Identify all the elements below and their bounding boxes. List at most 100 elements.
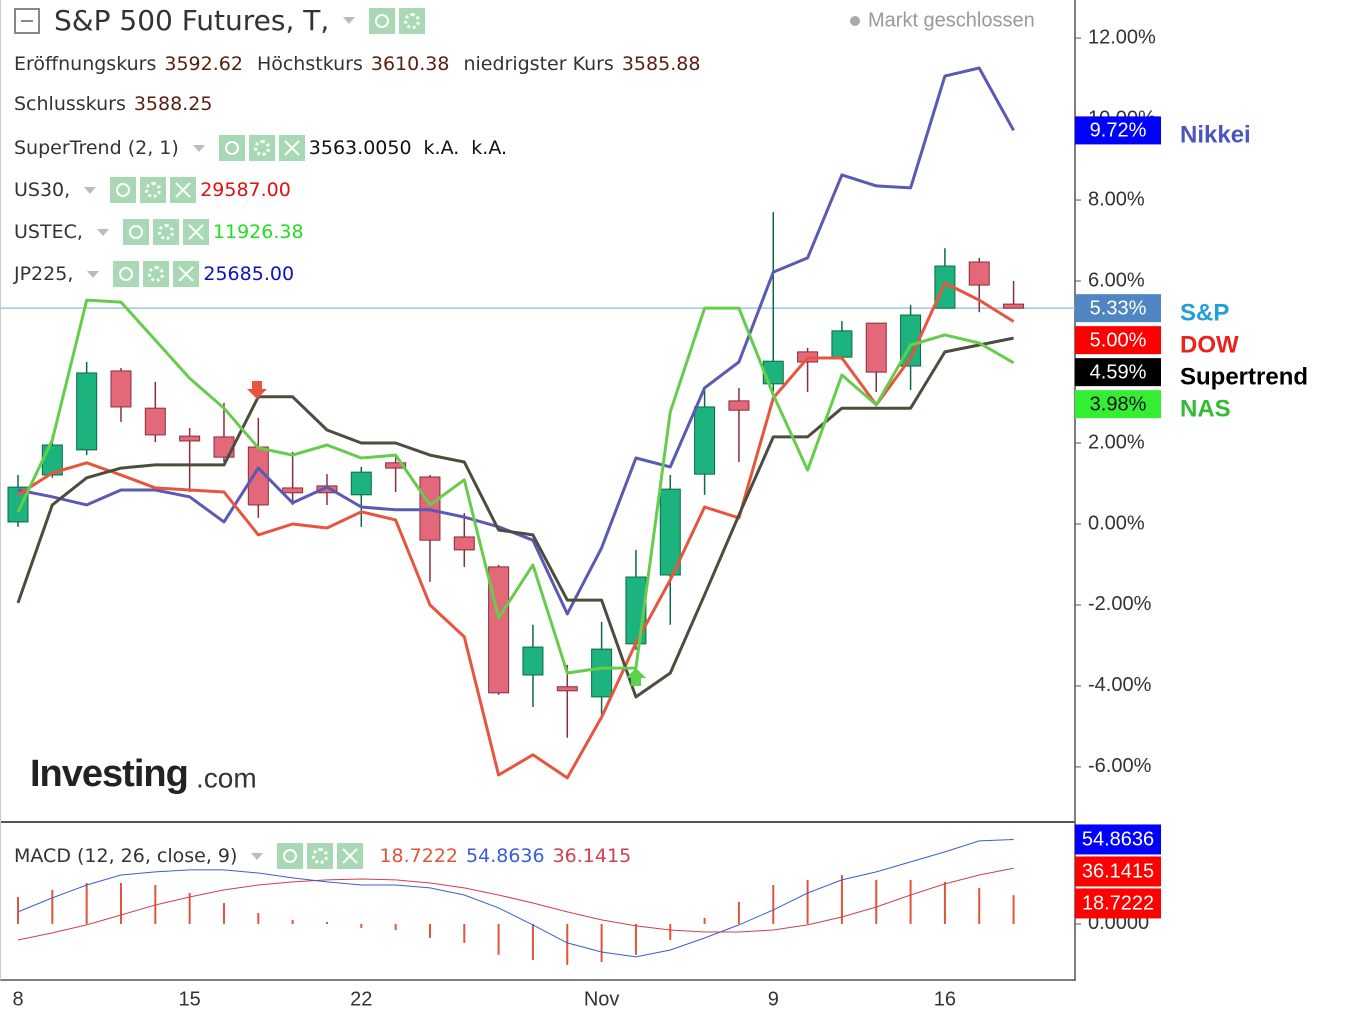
dropdown-caret[interactable] [251,852,264,860]
series-line [16,298,1015,675]
histogram-bar [325,921,328,924]
candle-body [659,488,681,576]
candle-body [282,487,304,494]
indicator-row: SuperTrend (2, 1) 3563.0050 k.A. k.A. [14,135,519,161]
macd-signal-value: 36.1415 [552,845,632,867]
gear-icon[interactable] [140,177,167,203]
close-icon[interactable] [182,219,209,245]
ohlc-row: Eröffnungskurs 3592.62 Höchstkurs 3610.38 … [14,53,708,75]
candle-body [385,462,407,469]
indicator-value: 3563.0050 [308,137,412,159]
dropdown-caret[interactable] [192,144,205,152]
price-badge [1075,358,1161,387]
collapse-toggle[interactable] [14,7,40,34]
dropdown-caret[interactable] [84,186,97,194]
gear-icon[interactable] [152,219,179,245]
histogram-bar [875,879,878,924]
x-tick-label: Nov [584,988,620,1010]
logo-suffix: .com [196,762,257,793]
y-tick-label: 2.00% [1088,431,1145,453]
indicator-name: USTEC, [14,221,83,243]
histogram-bar [772,884,775,924]
ohlc-row: Schlusskurs 3588.25 [14,93,220,115]
histogram-bar [840,874,843,924]
price-badge [1075,294,1161,323]
close-icon[interactable] [173,261,200,287]
price-badge-label: 36.1415 [1082,861,1154,883]
gear-icon[interactable] [399,7,426,34]
histogram-bar [394,923,397,930]
eye-icon[interactable] [122,219,149,245]
candle-body [556,686,578,692]
main-plot [0,66,1075,780]
candle-body [728,400,750,411]
histogram-bar [669,923,672,940]
indicator-value: 29587.00 [200,179,291,201]
price-badge-label: 54.8636 [1082,829,1154,851]
series-label: Nikkei [1180,122,1251,149]
histogram-bar [703,917,706,924]
gear-icon[interactable] [143,261,170,287]
indicator-name: US30, [14,179,71,201]
ohlc-value: 3585.88 [621,53,701,75]
close-icon[interactable] [337,843,364,869]
eye-icon[interactable] [113,261,140,287]
series-label: S&P [1180,299,1229,326]
logo-brand: Investing [30,753,188,795]
y-tick-label: 12.00% [1088,26,1156,48]
y-tick-label: -2.00% [1088,593,1152,615]
eye-icon[interactable] [369,7,396,34]
histogram-bar [943,881,946,924]
histogram-bar [188,892,191,924]
gear-icon[interactable] [248,135,275,161]
status-dot [850,16,860,26]
macd-plot [17,839,1015,965]
price-badge [1075,390,1161,419]
close-icon[interactable] [278,135,305,161]
histogram-bar [566,923,569,965]
indicator-value: k.A. [423,137,460,159]
ohlc-label: Schlusskurs [14,93,126,115]
series-label: NAS [1180,395,1231,422]
gear-icon[interactable] [307,843,334,869]
eye-icon[interactable] [110,177,137,203]
dropdown-caret[interactable] [87,270,100,278]
histogram-bar [85,882,88,924]
indicator-name: SuperTrend (2, 1) [14,137,179,159]
indicator-value: 25685.00 [203,263,295,285]
signal-line [17,867,1014,941]
candle-body [694,406,716,475]
macd-title: MACD (12, 26, close, 9) [14,845,238,867]
price-badge-label: 4.59% [1090,361,1147,383]
candle-body [591,648,613,698]
close-icon[interactable] [170,177,197,203]
histogram-bar [428,923,431,938]
histogram-bar [1012,895,1015,924]
eye-icon[interactable] [218,135,245,161]
ohlc-label: Eröffnungskurs [14,53,157,75]
dropdown-caret[interactable] [343,17,356,24]
price-badge [1075,326,1161,355]
price-badge-label: 18.7222 [1082,893,1154,915]
candle-body [865,322,887,373]
histogram-bar [360,923,363,928]
histogram-bar [51,889,54,924]
x-tick-label: 22 [350,988,372,1010]
indicator-row: USTEC, 11926.38 [14,219,316,245]
price-badge-label: 5.00% [1090,329,1147,351]
x-tick-label: 9 [768,988,779,1010]
ohlc-value: 3588.25 [133,93,213,115]
indicator-value: 11926.38 [212,221,304,243]
price-badge [1075,824,1161,855]
dropdown-caret[interactable] [96,228,109,236]
histogram-bar [222,903,225,924]
histogram-bar [978,887,981,924]
histogram-bar [634,923,637,955]
eye-icon[interactable] [277,843,304,869]
histogram-bar [119,882,122,924]
indicator-row: JP225, 25685.00 [14,261,306,287]
x-tick-label: 16 [934,988,956,1010]
y-tick-label: -6.00% [1088,755,1152,777]
